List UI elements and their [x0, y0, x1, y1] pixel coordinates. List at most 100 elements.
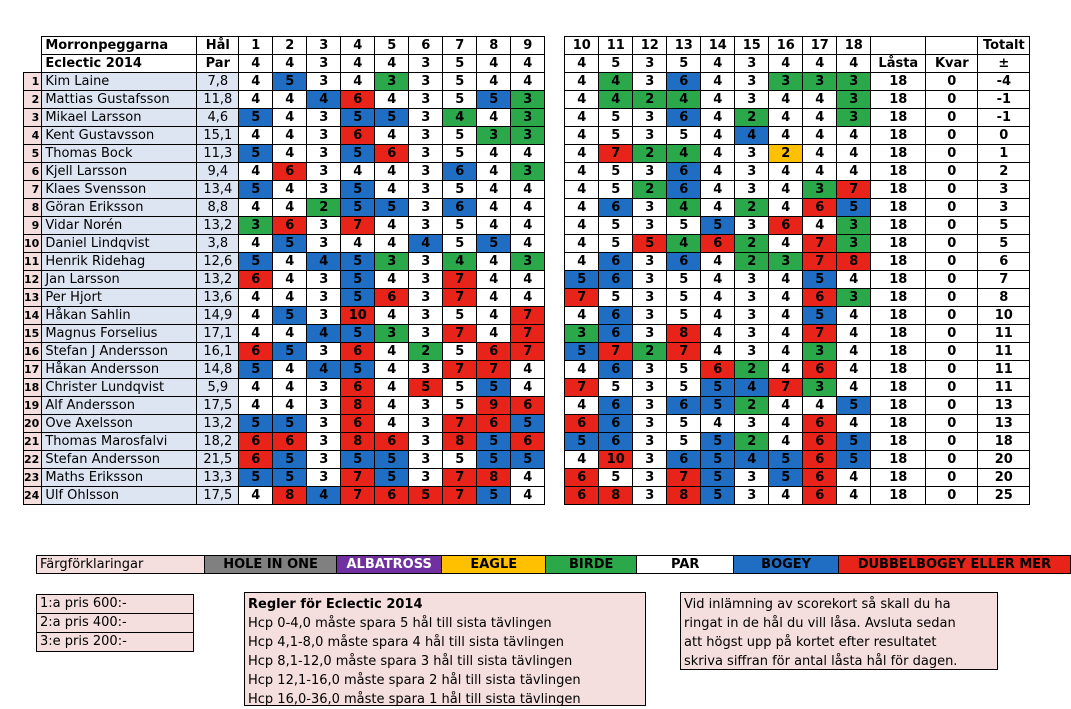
score-cell: 4	[510, 360, 546, 379]
score-cell: 5	[272, 72, 308, 91]
score-cell: 3	[408, 162, 444, 181]
score-cell: 5	[340, 198, 376, 217]
score-cell: 4	[768, 270, 804, 289]
score-cell: 3	[836, 72, 872, 91]
locked-count: 18	[870, 162, 927, 181]
plus-minus: 7	[977, 270, 1031, 289]
score-cell: 5	[836, 450, 872, 469]
score-cell: 4	[666, 198, 702, 217]
score-cell: 4	[666, 144, 702, 163]
score-cell: 4	[442, 252, 478, 271]
score-cell: 6	[238, 342, 274, 361]
score-cell: 3	[802, 180, 838, 199]
score-cell: 7	[510, 342, 546, 361]
hole-number: 5	[374, 36, 410, 55]
score-cell: 3	[734, 306, 770, 325]
score-cell: 6	[802, 468, 838, 487]
score-cell: 4	[374, 306, 410, 325]
score-cell: 4	[564, 234, 600, 253]
score-cell: 3	[768, 72, 804, 91]
score-cell: 8	[340, 432, 376, 451]
score-cell: 4	[700, 252, 736, 271]
score-cell: 7	[340, 216, 376, 235]
score-cell: 4	[564, 360, 600, 379]
locked-count: 18	[870, 252, 927, 271]
plus-minus: 20	[977, 450, 1031, 469]
score-cell: 3	[632, 432, 668, 451]
score-cell: 6	[238, 270, 274, 289]
score-cell: 3	[306, 306, 342, 325]
hole-number: 16	[768, 36, 804, 55]
hole-par: 4	[238, 54, 274, 73]
score-cell: 3	[306, 450, 342, 469]
player-row: 15 Magnus Forselius 17,1 4 4 4 5 3 3 7 4 7 3 6 3 8 4 3 4 7 4…	[22, 324, 1031, 343]
corner-cell	[24, 55, 42, 73]
score-cell: 7	[802, 252, 838, 271]
score-cell: 4	[272, 198, 308, 217]
hole-par: 4	[802, 54, 838, 73]
score-cell: 3	[306, 162, 342, 181]
player-hcp: 16,1	[196, 342, 240, 361]
score-cell: 4	[836, 270, 872, 289]
prize-3: 3:e pris 200:-	[40, 634, 127, 649]
score-cell: 4	[768, 162, 804, 181]
score-cell: 5	[802, 306, 838, 325]
score-cell: 3	[408, 270, 444, 289]
score-cell: 4	[802, 90, 838, 109]
score-cell: 5	[700, 432, 736, 451]
score-cell: 3	[734, 342, 770, 361]
score-cell: 4	[306, 486, 342, 505]
score-cell: 3	[632, 216, 668, 235]
score-cell: 5	[666, 216, 702, 235]
rules-line: Hcp 8,1-12,0 måste spara 3 hål till sist…	[248, 654, 573, 669]
score-cell: 4	[700, 162, 736, 181]
column-gap	[544, 252, 566, 271]
score-cell: 3	[632, 360, 668, 379]
score-cell: 4	[374, 180, 410, 199]
score-cell: 4	[768, 198, 804, 217]
player-rank: 21	[22, 432, 43, 451]
plus-minus: 10	[977, 306, 1031, 325]
player-name: Kim Laine	[41, 72, 198, 91]
locked-count: 18	[870, 306, 927, 325]
rules-box: Regler för Eclectic 2014 Hcp 0-4,0 måste…	[244, 592, 646, 707]
score-cell: 7	[340, 486, 376, 505]
score-cell: 4	[564, 126, 600, 145]
column-gap	[544, 180, 566, 199]
locked-count: 18	[870, 468, 927, 487]
score-cell: 4	[238, 288, 274, 307]
player-rank: 13	[22, 288, 43, 307]
score-cell: 3	[734, 162, 770, 181]
score-cell: 4	[802, 126, 838, 145]
column-gap	[544, 198, 566, 217]
score-cell: 4	[272, 396, 308, 415]
score-cell: 5	[442, 378, 478, 397]
score-cell: 4	[510, 72, 546, 91]
player-name: Klaes Svensson	[41, 180, 198, 199]
score-cell: 6	[374, 486, 410, 505]
score-cell: 5	[700, 450, 736, 469]
score-cell: 5	[476, 432, 512, 451]
score-cell: 2	[734, 432, 770, 451]
score-cell: 3	[836, 234, 872, 253]
player-rank: 3	[22, 108, 43, 127]
score-cell: 3	[632, 414, 668, 433]
score-cell: 3	[408, 90, 444, 109]
plus-minus: 25	[977, 486, 1031, 505]
score-cell: 6	[272, 162, 308, 181]
score-cell: 3	[836, 108, 872, 127]
score-cell: 6	[442, 198, 478, 217]
player-name: Daniel Lindqvist	[41, 234, 198, 253]
score-cell: 3	[734, 180, 770, 199]
score-cell: 7	[442, 288, 478, 307]
hole-number: 2	[272, 36, 308, 55]
column-gap	[544, 306, 566, 325]
player-name: Christer Lundqvist	[41, 378, 198, 397]
score-cell: 3	[374, 252, 410, 271]
score-cell: 4	[238, 234, 274, 253]
score-cell: 5	[340, 450, 376, 469]
score-cell: 4	[666, 90, 702, 109]
player-rank: 7	[22, 180, 43, 199]
corner-cell	[24, 37, 42, 55]
score-cell: 7	[802, 324, 838, 343]
